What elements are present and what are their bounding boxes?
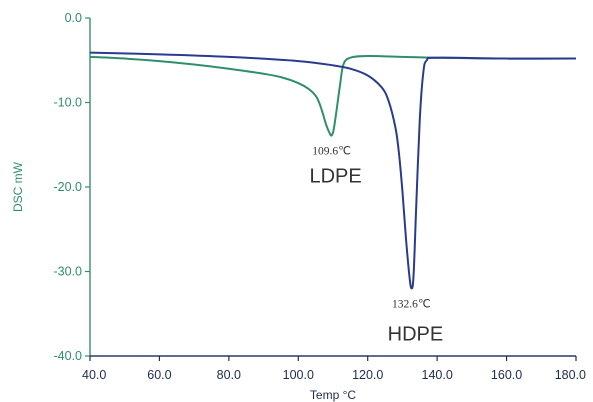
y-tick-label: -30.0 (54, 265, 83, 279)
tick-group: 0.0 -10.0 -20.0 -30.0 -40.0 40.0 60.0 80.0 100.0… (54, 11, 587, 382)
ldpe-curve (89, 55, 577, 137)
y-axis-label: DSC mW (11, 161, 25, 212)
y-tick-label: -10.0 (54, 96, 83, 110)
x-tick-label: 120.0 (352, 368, 383, 382)
x-tick-label: 160.0 (491, 368, 522, 382)
annotation-group: 109.6℃ 132.6℃ LDPE HDPE (309, 145, 443, 345)
hdpe-peak-label: 132.6℃ (392, 298, 431, 310)
y-tick-label: -40.0 (54, 349, 83, 363)
x-axis-label: Temp °C (310, 388, 356, 402)
hdpe-curve (89, 51, 577, 290)
ldpe-peak-label: 109.6℃ (312, 145, 351, 157)
x-tick-label: 100.0 (283, 368, 314, 382)
x-tick-label: 140.0 (422, 368, 453, 382)
x-tick-label: 60.0 (147, 368, 171, 382)
x-tick-label: 80.0 (217, 368, 241, 382)
ldpe-name-label: LDPE (309, 165, 361, 187)
y-tick-label: 0.0 (65, 11, 82, 25)
hdpe-name-label: HDPE (388, 323, 444, 345)
x-tick-label: 180.0 (555, 368, 586, 382)
x-tick-label: 40.0 (82, 368, 106, 382)
series-group (89, 51, 577, 290)
y-tick-label: -20.0 (54, 180, 83, 194)
